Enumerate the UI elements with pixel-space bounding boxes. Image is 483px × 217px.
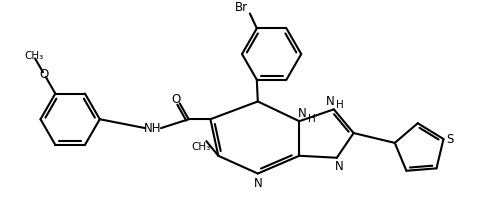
Text: CH₃: CH₃ [192, 142, 211, 152]
Text: N: N [298, 107, 307, 120]
Text: NH: NH [144, 122, 162, 135]
Text: H: H [308, 114, 316, 124]
Text: O: O [171, 93, 181, 106]
Text: N: N [334, 160, 343, 173]
Text: N: N [326, 95, 334, 108]
Text: CH₃: CH₃ [24, 51, 43, 61]
Text: O: O [40, 68, 49, 81]
Text: S: S [447, 133, 454, 146]
Text: H: H [336, 100, 343, 110]
Text: Br: Br [234, 1, 248, 14]
Text: N: N [254, 177, 262, 190]
